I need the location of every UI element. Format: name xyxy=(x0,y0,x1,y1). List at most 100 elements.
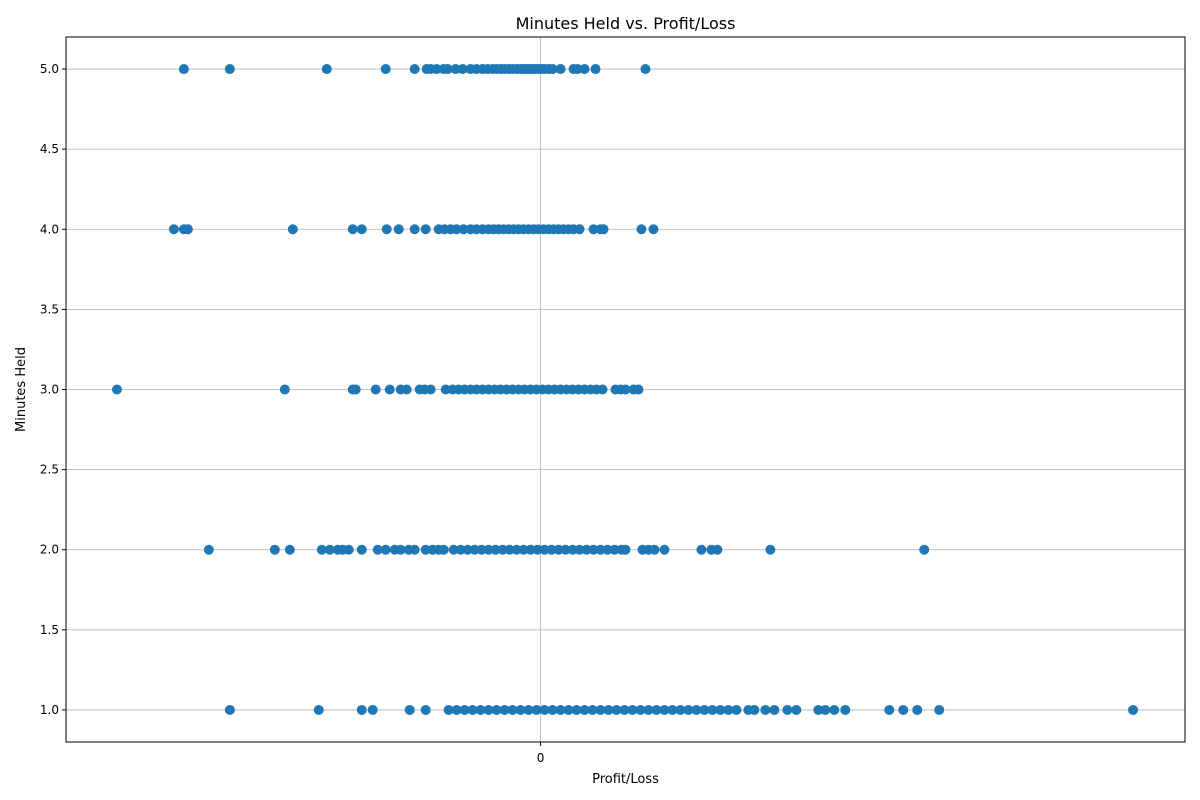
data-point xyxy=(627,704,638,715)
data-point xyxy=(499,704,510,715)
data-point xyxy=(749,704,760,715)
data-point xyxy=(401,384,412,395)
data-point xyxy=(438,544,449,555)
data-point xyxy=(696,544,707,555)
data-point xyxy=(829,704,840,715)
data-point xyxy=(442,64,453,75)
y-tick-label: 4.5 xyxy=(40,142,59,156)
data-point xyxy=(532,544,543,555)
data-point xyxy=(284,544,295,555)
data-point xyxy=(597,384,608,395)
data-point xyxy=(539,704,550,715)
data-point xyxy=(380,64,391,75)
data-point xyxy=(547,704,558,715)
data-point xyxy=(611,704,622,715)
data-point xyxy=(675,704,686,715)
data-point xyxy=(648,224,659,235)
data-point xyxy=(450,64,461,75)
data-point xyxy=(448,544,459,555)
data-point xyxy=(467,704,478,715)
data-point xyxy=(483,544,494,555)
data-point xyxy=(603,704,614,715)
x-tick-label: 0 xyxy=(537,751,545,765)
data-point xyxy=(579,704,590,715)
data-point xyxy=(372,544,383,555)
data-point xyxy=(884,704,895,715)
data-point xyxy=(640,64,651,75)
data-point xyxy=(279,384,290,395)
data-point xyxy=(898,704,909,715)
data-point xyxy=(321,64,332,75)
data-point xyxy=(425,384,436,395)
data-point xyxy=(523,704,534,715)
data-point xyxy=(269,544,280,555)
data-point xyxy=(511,544,522,555)
data-point xyxy=(587,704,598,715)
data-point xyxy=(384,384,395,395)
data-point xyxy=(515,704,526,715)
data-point xyxy=(840,704,851,715)
data-point xyxy=(560,544,571,555)
data-point xyxy=(111,384,122,395)
data-point xyxy=(313,704,324,715)
data-point xyxy=(356,544,367,555)
data-point xyxy=(635,704,646,715)
data-point xyxy=(572,64,583,75)
data-point xyxy=(457,64,468,75)
data-point xyxy=(409,64,420,75)
data-point xyxy=(555,64,566,75)
data-point xyxy=(547,64,558,75)
data-point xyxy=(934,704,945,715)
data-point xyxy=(356,704,367,715)
data-point xyxy=(574,544,585,555)
data-point xyxy=(760,704,771,715)
data-point xyxy=(343,544,354,555)
data-point xyxy=(367,704,378,715)
data-point xyxy=(404,704,415,715)
data-point xyxy=(715,704,726,715)
data-point xyxy=(182,224,193,235)
data-point xyxy=(324,544,335,555)
data-point xyxy=(203,544,214,555)
y-tick-label: 1.5 xyxy=(40,623,59,637)
data-point xyxy=(347,224,358,235)
data-point xyxy=(636,224,647,235)
data-point xyxy=(356,224,367,235)
data-point xyxy=(451,704,462,715)
data-point xyxy=(590,64,601,75)
data-point xyxy=(395,544,406,555)
data-point xyxy=(224,64,235,75)
data-point xyxy=(178,64,189,75)
data-point xyxy=(469,544,480,555)
data-point xyxy=(699,704,710,715)
y-axis-label: Minutes Held xyxy=(14,347,29,432)
data-point xyxy=(420,704,431,715)
data-point xyxy=(791,704,802,715)
y-tick-label: 4.0 xyxy=(40,222,59,236)
data-point xyxy=(731,704,742,715)
data-point xyxy=(723,704,734,715)
y-tick-label: 1.0 xyxy=(40,703,59,717)
data-point xyxy=(497,544,508,555)
data-point xyxy=(765,544,776,555)
data-point xyxy=(912,704,923,715)
data-point xyxy=(440,384,451,395)
data-point xyxy=(553,544,564,555)
data-point xyxy=(459,704,470,715)
data-point xyxy=(409,224,420,235)
data-point xyxy=(451,224,462,235)
data-point xyxy=(707,704,718,715)
data-point xyxy=(659,704,670,715)
x-axis-label: Profit/Loss xyxy=(592,772,659,787)
data-point xyxy=(633,384,644,395)
y-tick-label: 5.0 xyxy=(40,62,59,76)
data-point xyxy=(620,544,631,555)
data-point xyxy=(712,544,723,555)
data-point xyxy=(563,704,574,715)
data-point xyxy=(588,544,599,555)
data-point xyxy=(667,704,678,715)
chart-title: Minutes Held vs. Profit/Loss xyxy=(516,14,736,33)
data-point xyxy=(420,544,431,555)
data-point xyxy=(769,704,780,715)
data-point xyxy=(546,544,557,555)
